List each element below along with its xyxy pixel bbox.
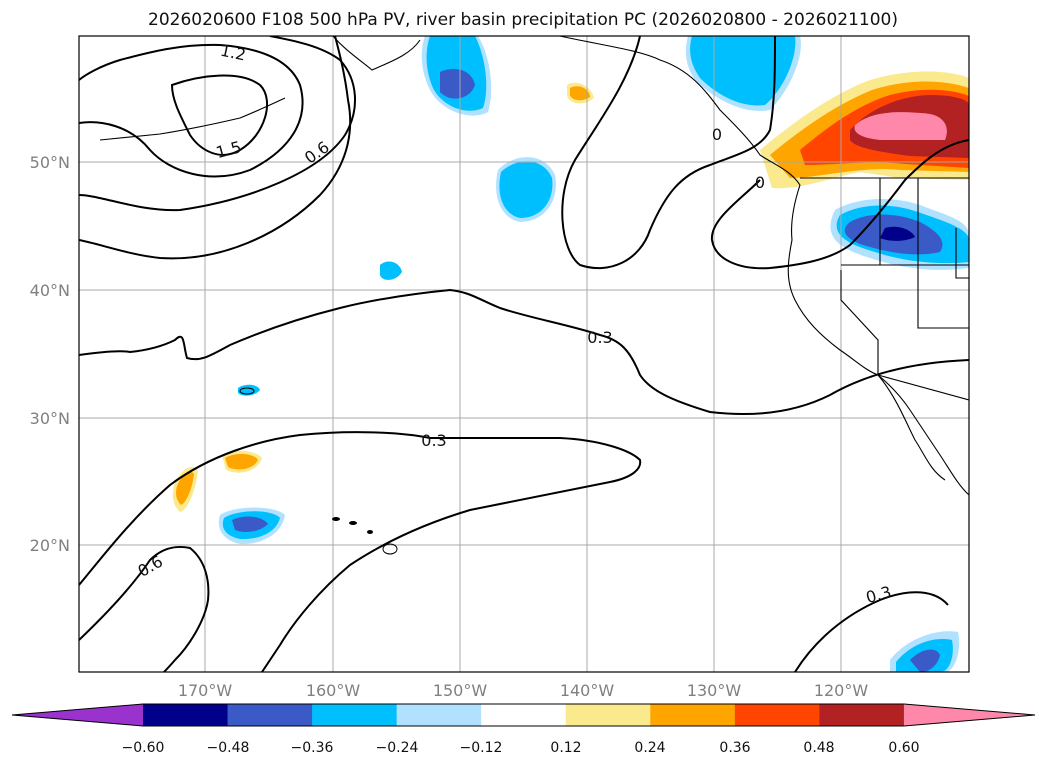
negative-anomaly-hawaii-3: [232, 516, 268, 532]
island-hawaii: [382, 543, 398, 555]
contour-label: 0.3: [587, 328, 612, 347]
contour-0-3-se: [794, 591, 949, 672]
contour-1-2: [79, 43, 304, 178]
lon-label: 170°W: [178, 681, 233, 700]
contour-0-ne: [561, 36, 776, 270]
contour-0-9: [79, 36, 356, 212]
contour-label: 0: [755, 173, 765, 192]
border-states-1: [879, 178, 969, 329]
coastlines: [99, 36, 969, 496]
map-frame: [78, 35, 970, 673]
map-content: [79, 36, 969, 672]
colorbar: [11, 703, 1036, 727]
negative-anomaly-mid-2: [499, 161, 553, 218]
longitude-labels: 170°W 160°W 150°W 140°W 130°W 120°W: [178, 681, 869, 700]
island-oahu: [349, 521, 357, 525]
colorbar-segment: [650, 704, 736, 726]
colorbar-tick-label: 0.36: [719, 740, 750, 756]
coastline-baja: [877, 374, 946, 481]
colorbar-extend-max: [903, 704, 1035, 726]
border-states-2: [841, 228, 969, 279]
negative-anomaly-south-3: [910, 649, 940, 672]
plot-title: 2026020600 F108 500 hPa PV, river basin …: [148, 10, 898, 30]
negative-anomaly-goa-3: [440, 68, 475, 99]
colorbar-tick-labels: −0.60 −0.48 −0.36 −0.24 −0.12 0.12 0.24 …: [122, 740, 920, 756]
pv-contours: [79, 36, 969, 672]
lon-label: 130°W: [687, 681, 742, 700]
negative-anomaly-bc-2: [690, 36, 796, 106]
colorbar-tick-label: 0.12: [550, 740, 581, 756]
coastline-us-west: [787, 184, 969, 496]
colorbar-tick-label: −0.48: [207, 740, 250, 756]
positive-anomaly-small-2b: [225, 454, 258, 470]
contour-label: 0: [712, 125, 722, 144]
lat-label: 30°N: [30, 409, 70, 428]
islands: [239, 387, 398, 555]
coastline-alaska-bc: [332, 36, 801, 186]
colorbar-segment: [312, 704, 398, 726]
negative-anomaly-oregon-4: [880, 226, 915, 241]
colorbar-tick-label: 0.24: [634, 740, 665, 756]
lon-label: 160°W: [306, 681, 361, 700]
colorbar-segment: [143, 704, 229, 726]
colorbar-tick-label: −0.24: [376, 740, 419, 756]
island-maui: [367, 530, 373, 534]
contour-0-3-main: [79, 288, 969, 415]
positive-anomaly-pnw-5: [854, 112, 947, 140]
colorbar-segment: [734, 704, 820, 726]
island-midway: [239, 387, 255, 395]
colorbar-tick-label: 0.48: [803, 740, 834, 756]
colorbar-extend-min: [12, 704, 143, 726]
negative-anomaly-tiny-1: [380, 261, 402, 280]
contour-0-6-south: [79, 545, 210, 672]
contour-0-east: [710, 139, 969, 270]
colorbar-tick-label: −0.36: [291, 740, 334, 756]
contour-label: 0.3: [421, 431, 446, 450]
negative-anomaly-tiny-2: [238, 384, 260, 396]
lon-label: 120°W: [814, 681, 869, 700]
island-kauai: [332, 517, 340, 521]
positive-anomaly-small-3b: [176, 471, 194, 505]
lat-label: 40°N: [30, 281, 70, 300]
contour-1-5: [170, 74, 269, 156]
colorbar-tick-label: 0.60: [888, 740, 919, 756]
latitude-labels: 50°N 40°N 30°N 20°N: [30, 153, 70, 555]
contour-0-3-sub: [79, 431, 642, 672]
contour-0-6-north: [79, 36, 352, 260]
lon-label: 150°W: [433, 681, 488, 700]
state-ca-nv: [840, 270, 879, 375]
gridlines: [79, 36, 969, 672]
positive-anomaly-small-1b: [570, 86, 590, 101]
lon-label: 140°W: [560, 681, 615, 700]
coastline-aleutians: [99, 97, 286, 141]
contour-label: 1.2: [219, 41, 248, 65]
lat-label: 20°N: [30, 536, 70, 555]
colorbar-segment: [565, 704, 651, 726]
colorbar-tick-label: −0.12: [460, 740, 503, 756]
lat-label: 50°N: [30, 153, 70, 172]
colorbar-segment: [227, 704, 313, 726]
colorbar-segment: [819, 704, 905, 726]
colorbar-outline: [11, 703, 1036, 727]
colorbar-segment: [481, 704, 567, 726]
border-us-mexico: [877, 374, 969, 401]
precip-shading: [172, 36, 969, 672]
colorbar-tick-label: −0.60: [122, 740, 165, 756]
colorbar-segment: [396, 704, 482, 726]
